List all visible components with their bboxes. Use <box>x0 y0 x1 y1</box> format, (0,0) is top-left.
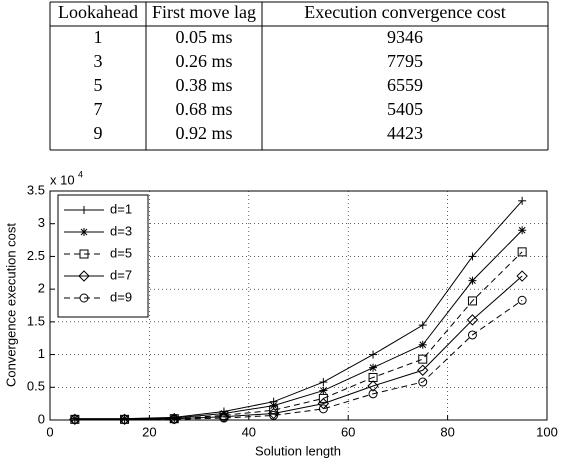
x-tick-label: 0 <box>46 424 53 439</box>
y-tick-label: 0.5 <box>27 379 45 394</box>
table-cell: 7795 <box>387 51 423 71</box>
y-tick-label: 3.5 <box>27 182 45 197</box>
marker <box>468 276 477 285</box>
marker <box>466 314 479 326</box>
marker <box>317 397 330 410</box>
table-cell: 9346 <box>387 27 423 47</box>
marker <box>269 410 279 420</box>
marker <box>368 389 378 399</box>
table-cell: 6559 <box>387 75 423 95</box>
table-cell: 9 <box>94 123 103 143</box>
marker <box>319 378 328 387</box>
marker <box>518 196 527 205</box>
marker <box>219 413 229 423</box>
marker <box>79 249 89 259</box>
marker <box>169 414 179 424</box>
marker <box>318 393 328 403</box>
marker <box>369 350 378 359</box>
table-cell: 0.68 ms <box>175 99 232 119</box>
x-tick-label: 60 <box>341 424 355 439</box>
legend-label: d=9 <box>110 289 132 304</box>
marker <box>120 414 130 424</box>
marker <box>319 386 328 395</box>
y-tick-label: 0 <box>38 411 45 426</box>
table-cell: 3 <box>94 51 103 71</box>
y-axis-label: Convergence execution cost <box>3 223 18 387</box>
marker <box>418 354 428 364</box>
x-tick-label: 20 <box>142 424 156 439</box>
legend-label: d=3 <box>110 223 132 238</box>
marker <box>78 270 90 282</box>
table-cell: 4423 <box>387 123 423 143</box>
table-cell: 5 <box>94 75 103 95</box>
marker <box>79 293 89 303</box>
marker <box>418 321 427 330</box>
table-cell: 0.92 ms <box>175 123 232 143</box>
marker <box>516 270 528 282</box>
marker <box>267 407 280 420</box>
marker <box>467 330 477 340</box>
y-multiplier: x 10 <box>50 172 75 187</box>
marker <box>70 414 80 424</box>
y-tick-label: 1 <box>38 346 45 361</box>
marker <box>517 295 527 305</box>
marker <box>467 296 477 306</box>
marker <box>417 364 429 376</box>
y-multiplier-exponent: 4 <box>78 169 83 179</box>
marker <box>269 405 279 415</box>
plot-frame <box>49 190 548 421</box>
series-line <box>74 299 523 420</box>
y-tick-label: 2 <box>38 281 45 296</box>
table-cell: 5405 <box>387 99 423 119</box>
table-cell: 0.05 ms <box>175 27 232 47</box>
marker <box>318 404 328 414</box>
table-header: First move lag <box>152 2 256 22</box>
legend-label: d=7 <box>110 267 132 282</box>
legend-label: d=5 <box>110 245 132 260</box>
marker <box>80 206 88 214</box>
table-cell: 1 <box>94 27 103 47</box>
marker <box>517 247 527 257</box>
table-cell: 7 <box>94 99 103 119</box>
y-tick-label: 1.5 <box>27 313 45 328</box>
table-header: Execution convergence cost <box>304 2 506 22</box>
marker <box>369 363 378 372</box>
x-axis-label: Solution length <box>255 443 341 458</box>
legend-label: d=1 <box>110 201 132 216</box>
marker <box>518 226 527 235</box>
marker <box>367 380 379 392</box>
table-cell: 0.26 ms <box>175 51 232 71</box>
y-tick-label: 3 <box>38 215 45 230</box>
y-tick-label: 2.5 <box>27 248 45 263</box>
x-tick-label: 100 <box>536 424 558 439</box>
x-tick-label: 80 <box>440 424 454 439</box>
x-tick-label: 40 <box>242 424 256 439</box>
marker <box>418 340 427 349</box>
table-header: Lookahead <box>58 2 138 22</box>
marker <box>418 377 428 387</box>
marker <box>80 228 88 236</box>
marker <box>468 252 477 261</box>
series-line <box>74 229 523 420</box>
table-cell: 0.38 ms <box>175 75 232 95</box>
legend-box <box>57 194 149 318</box>
